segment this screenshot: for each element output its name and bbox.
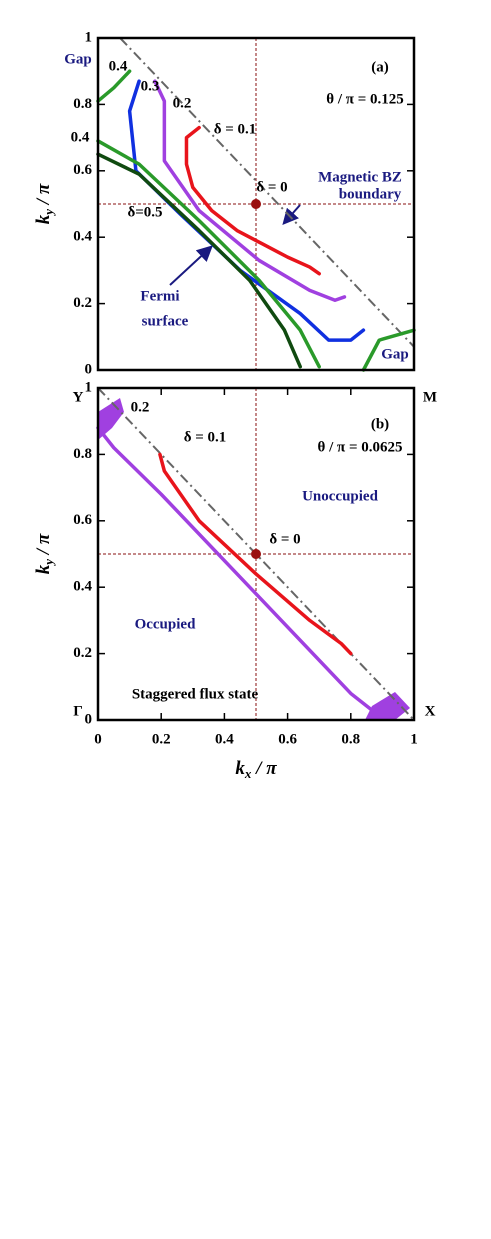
- y-axis-label-base: k: [33, 214, 54, 224]
- annotation: Occupied: [135, 616, 196, 632]
- axes-frame: [96, 386, 416, 722]
- y-tick-label: 0.6: [73, 162, 92, 178]
- annotation: Magnetic BZ: [318, 169, 402, 185]
- y-tick-label: 0.2: [73, 295, 92, 311]
- annotation: δ = 0: [269, 531, 300, 547]
- x-axis-label-base: k: [235, 758, 245, 779]
- y-tick-label: 1: [85, 29, 93, 45]
- point: [251, 549, 261, 559]
- annotation: Gap: [64, 51, 92, 67]
- y-tick-label: 0.8: [73, 446, 92, 462]
- axes-frame: [96, 36, 416, 372]
- y-axis-label-base: k: [33, 564, 54, 574]
- annotation: surface: [142, 313, 189, 329]
- y-tick-label: 0.4: [73, 579, 92, 595]
- y-axis-label: ky / π: [33, 533, 56, 574]
- annotation: Fermi: [140, 288, 179, 304]
- blob: [365, 692, 410, 720]
- annotation: X: [425, 703, 436, 719]
- annotation: Unoccupied: [302, 488, 379, 504]
- x-axis-label-rest: / π: [251, 758, 277, 779]
- annotation: 0.2: [131, 399, 150, 415]
- point: [251, 199, 261, 209]
- fermi-curve: [96, 426, 400, 716]
- annotation: δ = 0: [256, 179, 287, 195]
- annotation: 0.4: [109, 58, 128, 74]
- y-tick-label: 0: [85, 711, 93, 727]
- fermi-curve: [96, 152, 302, 369]
- arrow: [169, 245, 213, 286]
- annotation: 0.4: [71, 129, 90, 145]
- y-axis-label-rest: / π: [33, 533, 54, 559]
- annotation: Γ: [73, 703, 83, 719]
- y-axis-label: ky / π: [33, 183, 56, 224]
- y-tick-label: 0.2: [73, 645, 92, 661]
- x-tick-label: 0.4: [215, 731, 234, 747]
- annotation: θ / π = 0.125: [326, 91, 404, 107]
- annotation: (a): [371, 59, 389, 75]
- annotation: Staggered flux state: [132, 686, 259, 702]
- annotation: boundary: [339, 186, 402, 202]
- annotation: (b): [371, 416, 389, 432]
- fermi-curve: [153, 79, 347, 303]
- x-tick-label: 0.2: [152, 731, 171, 747]
- y-axis-label-sub: y: [41, 559, 56, 567]
- x-axis-label: kx / π: [235, 758, 277, 781]
- x-tick-label: 0: [94, 731, 102, 747]
- fermi-curve: [158, 452, 353, 656]
- annotation: δ=0.5: [127, 204, 162, 220]
- y-tick-label: 1: [85, 379, 93, 395]
- x-tick-label: 1: [410, 731, 418, 747]
- y-tick-label: 0.8: [73, 96, 92, 112]
- annotation: δ = 0.1: [184, 429, 227, 445]
- fermi-curve: [96, 69, 416, 372]
- y-axis-label-rest: / π: [33, 183, 54, 209]
- annotation: Y: [73, 389, 84, 405]
- x-axis-label-sub: x: [244, 766, 252, 781]
- annotation: M: [423, 389, 437, 405]
- annotation: Gap: [381, 346, 409, 362]
- annotation: θ / π = 0.0625: [317, 439, 402, 455]
- bz-boundary: [119, 37, 415, 348]
- y-axis-label-sub: y: [41, 209, 56, 217]
- y-tick-label: 0.4: [73, 229, 92, 245]
- fermi-curve: [184, 125, 321, 276]
- x-tick-label: 0.8: [341, 731, 360, 747]
- y-tick-label: 0: [85, 361, 93, 377]
- arrow: [282, 204, 301, 225]
- annotation: 0.3: [141, 78, 160, 94]
- annotation: δ = 0.1: [214, 121, 257, 137]
- x-tick-label: 0.6: [278, 731, 297, 747]
- annotation: 0.2: [173, 95, 192, 111]
- y-tick-label: 0.6: [73, 512, 92, 528]
